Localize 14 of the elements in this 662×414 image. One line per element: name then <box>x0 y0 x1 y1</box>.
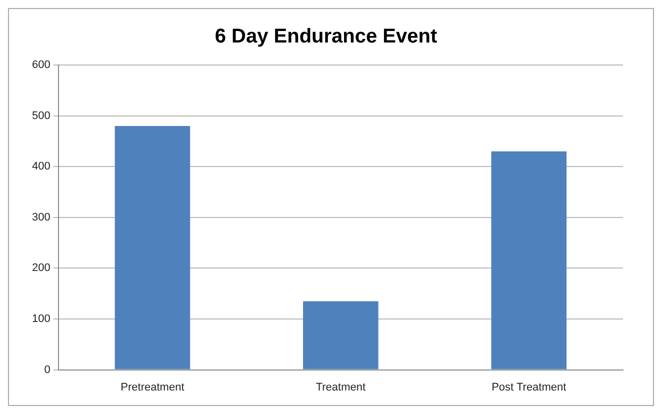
x-tick-label: Post Treatment <box>492 381 566 394</box>
x-tick-label: Pretreatment <box>120 381 184 394</box>
y-tick-label: 100 <box>32 313 50 326</box>
y-tick-label: 300 <box>32 211 50 224</box>
bar <box>303 301 378 370</box>
chart-title: 6 Day Endurance Event <box>214 26 438 48</box>
x-tick-label: Treatment <box>316 381 366 394</box>
bar <box>491 151 567 370</box>
y-tick-label: 600 <box>32 59 50 72</box>
y-tick-label: 0 <box>44 364 50 376</box>
bar <box>114 126 190 370</box>
y-tick-label: 400 <box>32 160 50 173</box>
y-tick-label: 200 <box>32 262 50 274</box>
y-tick-label: 500 <box>32 110 50 122</box>
